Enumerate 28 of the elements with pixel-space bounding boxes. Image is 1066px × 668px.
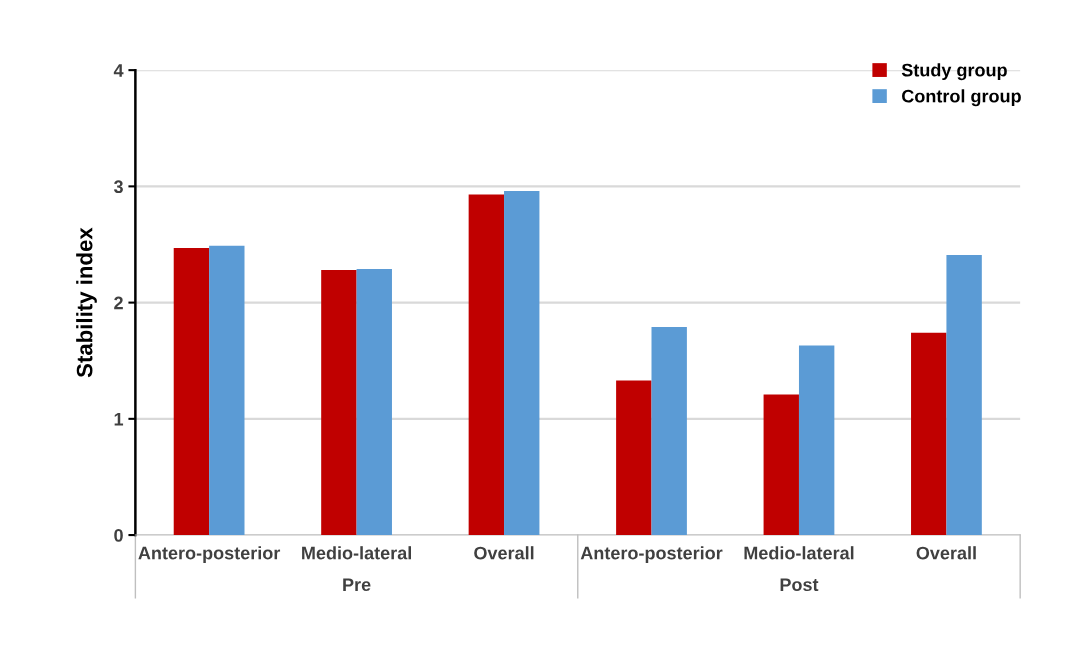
bar: [946, 254, 982, 536]
y-tick-label: 0: [114, 529, 123, 542]
x-tick-label: Antero-posterior: [138, 546, 281, 564]
bar: [763, 394, 799, 536]
y-tick-label: 2: [114, 296, 123, 310]
y-axis-title: Stability index: [76, 227, 97, 378]
bar: [468, 194, 505, 536]
legend-label: Study group: [901, 63, 1007, 81]
bar: [651, 327, 687, 536]
x-tick-label: Overall: [474, 546, 534, 560]
bar: [911, 332, 947, 536]
y-tick-label: 3: [113, 180, 123, 194]
bar: [504, 191, 540, 536]
x-tick-label: Medio-lateral: [302, 546, 411, 560]
text: Post: [780, 578, 819, 592]
bar: [321, 270, 357, 536]
bar: [616, 380, 652, 536]
bar: [798, 345, 835, 536]
x-tick-label: Overall: [916, 546, 976, 560]
y-tick-label: 1: [114, 412, 124, 426]
text: Pre: [343, 578, 371, 592]
x-tick-label: Medio-lateral: [744, 546, 854, 560]
x-tick-label: Antero-posterior: [580, 546, 723, 564]
bar: [356, 268, 392, 536]
bar: [209, 245, 245, 536]
bar: [173, 247, 210, 536]
legend-label: Control group: [902, 89, 1021, 107]
y-tick-label: 4: [113, 64, 124, 77]
